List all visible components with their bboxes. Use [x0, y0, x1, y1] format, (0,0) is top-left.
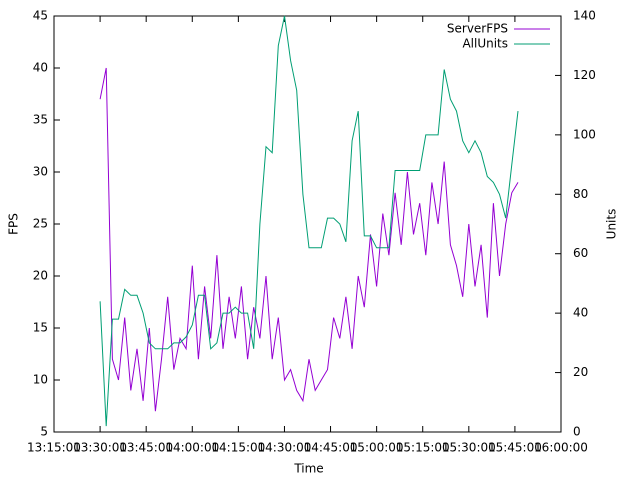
x-axis-label: Time: [293, 462, 323, 476]
y-tick-label: 5: [40, 425, 48, 439]
series-line: [99, 15, 519, 427]
x-tick-label: 14:45:00: [304, 441, 358, 455]
y-tick-label: 35: [33, 113, 48, 127]
y-tick-label: 40: [33, 61, 48, 75]
y-tick-label: 30: [33, 165, 48, 179]
y2-tick-label: 0: [573, 425, 581, 439]
y2-tick-label: 140: [573, 9, 596, 23]
legend-label: ServerFPS: [447, 22, 508, 36]
legend-label: AllUnits: [462, 37, 508, 51]
x-tick-label: 14:15:00: [211, 441, 265, 455]
y2-tick-label: 80: [573, 187, 588, 201]
y-tick-label: 25: [33, 217, 48, 231]
x-tick-label: 14:30:00: [258, 441, 312, 455]
x-tick-label: 15:00:00: [350, 441, 404, 455]
y-tick-label: 10: [33, 373, 48, 387]
y2-tick-label: 40: [573, 306, 588, 320]
x-tick-label: 15:15:00: [396, 441, 450, 455]
y2-tick-label: 120: [573, 68, 596, 82]
y2-axis-label: Units: [605, 209, 619, 240]
x-tick-label: 15:45:00: [488, 441, 542, 455]
y-tick-label: 45: [33, 9, 48, 23]
x-tick-label: 13:30:00: [73, 441, 127, 455]
x-tick-label: 13:45:00: [119, 441, 173, 455]
x-tick-label: 14:00:00: [165, 441, 219, 455]
y-tick-label: 20: [33, 269, 48, 283]
x-tick-label: 16:00:00: [534, 441, 588, 455]
y2-tick-label: 60: [573, 246, 588, 260]
y-tick-label: 15: [33, 321, 48, 335]
x-tick-label: 15:30:00: [442, 441, 496, 455]
y-axis-label: FPS: [7, 213, 21, 235]
series-line: [99, 67, 519, 412]
y2-tick-label: 100: [573, 127, 596, 141]
y2-tick-label: 20: [573, 365, 588, 379]
x-tick-label: 13:15:00: [27, 441, 81, 455]
